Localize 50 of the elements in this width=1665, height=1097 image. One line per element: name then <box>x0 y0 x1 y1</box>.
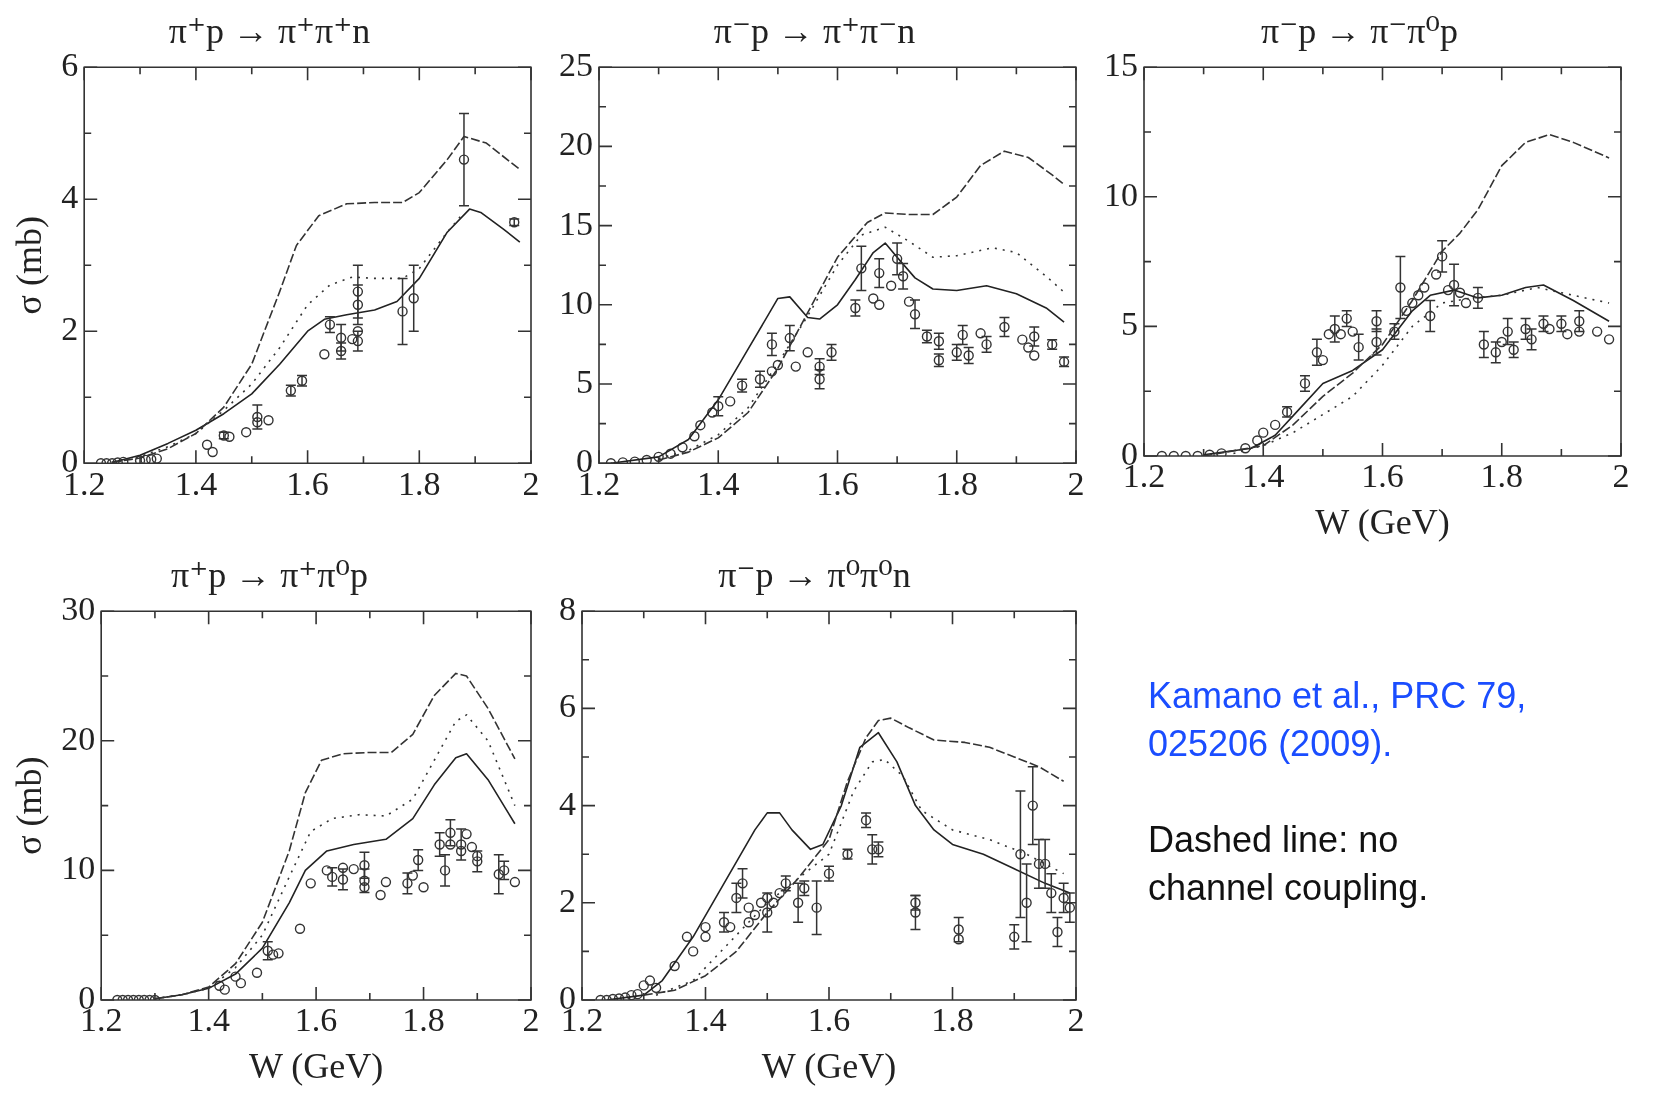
y-tick-label: 15 <box>1104 46 1138 84</box>
y-tick-label: 6 <box>61 46 79 84</box>
text: Kamano et al., PRC 79, 025206 (2009). <box>1148 674 1528 766</box>
chart-title: π⁻p → π⁺π⁻n <box>713 11 916 52</box>
x-tick-label: 1.4 <box>187 1001 230 1039</box>
y-tick-label: 2 <box>61 310 79 348</box>
y-tick-label: 10 <box>1104 175 1138 213</box>
y-tick-label: 5 <box>1121 305 1138 343</box>
y-axis-title: σ (mb) <box>9 216 50 315</box>
x-tick-label: 1.8 <box>398 464 441 502</box>
x-tick-label: 1.8 <box>931 1001 974 1039</box>
x-tick-label: 1.6 <box>294 1001 338 1039</box>
x-tick-label: 1.4 <box>684 1001 727 1039</box>
y-tick-label: 2 <box>559 881 576 919</box>
y-tick-label: 20 <box>61 719 96 757</box>
chart-title: π⁺p → π⁺π⁰p <box>171 555 368 596</box>
y-tick-label: 6 <box>559 687 576 725</box>
y-tick-label: 8 <box>559 590 576 628</box>
y-tick-label: 4 <box>61 178 79 216</box>
x-tick-label: 2 <box>1067 464 1085 502</box>
chart-title: π⁺p → π⁺π⁺n <box>168 11 371 52</box>
y-tick-label: 4 <box>559 784 576 822</box>
text: Dashed line: no channel coupling. <box>1148 818 1430 910</box>
x-tick-label: 1.4 <box>697 464 740 502</box>
x-tick-label: 1.6 <box>286 464 329 502</box>
y-tick-label: 30 <box>61 590 96 628</box>
x-tick-label: 1.4 <box>1242 457 1285 495</box>
y-tick-label: 15 <box>559 204 593 242</box>
y-tick-label: 10 <box>559 283 593 321</box>
chart-title: π⁻p → π⁻π⁰p <box>1261 11 1458 52</box>
x-tick-label: 2 <box>522 1001 540 1039</box>
x-axis-title: W (GeV) <box>1315 501 1450 542</box>
y-tick-label: 5 <box>576 362 593 400</box>
x-axis-title: W (GeV) <box>761 1045 897 1086</box>
y-tick-label: 20 <box>559 125 593 163</box>
x-tick-label: 2 <box>522 464 540 502</box>
x-tick-label: 1.8 <box>935 464 978 502</box>
x-tick-label: 1.4 <box>174 464 218 502</box>
y-tick-label: 10 <box>61 849 96 887</box>
x-tick-label: 1.6 <box>1361 457 1404 495</box>
x-tick-label: 2 <box>1067 1001 1085 1039</box>
x-tick-label: 1.6 <box>816 464 859 502</box>
chart-title: π⁻p → π⁰π⁰n <box>718 555 911 596</box>
x-tick-label: 1.8 <box>402 1001 445 1039</box>
y-tick-label: 25 <box>559 46 593 84</box>
x-tick-label: 2 <box>1612 457 1630 495</box>
x-tick-label: 1.6 <box>807 1001 851 1039</box>
x-tick-label: 1.8 <box>1480 457 1523 495</box>
x-axis-title: W (GeV) <box>248 1045 384 1086</box>
y-axis-title: σ (mb) <box>9 756 50 855</box>
